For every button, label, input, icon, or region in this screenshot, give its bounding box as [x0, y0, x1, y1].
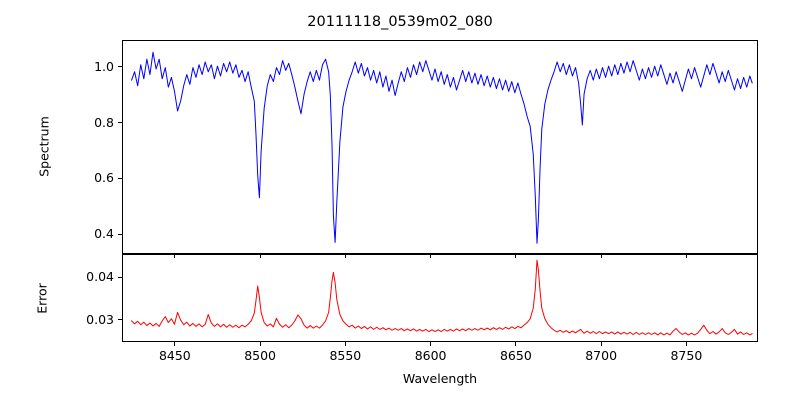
x-tick-label: 8500: [244, 348, 277, 363]
x-tick-mark-spectrum: [600, 254, 602, 258]
x-axis-label: Wavelength: [402, 371, 478, 386]
y-tick-mark-spectrum: [118, 121, 122, 124]
figure-title: 20111118_0539m02_080: [307, 14, 493, 30]
y-tick-label-spectrum: 0.8: [94, 114, 114, 130]
error-polyline: [131, 259, 753, 336]
x-tick-mark-spectrum: [174, 254, 176, 258]
y-tick-label-error: 0.04: [86, 269, 114, 285]
y-axis-label-error: Error: [34, 283, 50, 314]
y-tick-mark-error: [118, 319, 122, 321]
x-tick-mark-spectrum: [685, 254, 687, 258]
x-tick-label: 8700: [585, 348, 618, 363]
x-tick-mark-error: [430, 342, 432, 346]
error-line-series: [131, 259, 753, 336]
x-tick-mark-error: [685, 342, 687, 346]
x-tick-mark-spectrum: [430, 254, 432, 258]
y-tick-mark-error: [118, 276, 122, 278]
spectrum-line-series: [131, 51, 753, 244]
x-tick-mark-error: [515, 342, 517, 346]
x-tick-mark-error: [259, 342, 261, 346]
y-tick-mark-spectrum: [118, 233, 122, 235]
y-axis-label-spectrum: Spectrum: [36, 116, 52, 177]
y-tick-label-spectrum: 0.4: [94, 226, 114, 242]
x-tick-mark-spectrum: [344, 254, 346, 258]
spectrum-plot-area[interactable]: [122, 40, 758, 254]
y-tick-label-spectrum: 1.0: [94, 58, 114, 74]
y-tick-mark-spectrum: [118, 177, 122, 179]
y-tick-label-spectrum: 0.6: [94, 170, 114, 186]
x-tick-label: 8750: [670, 348, 703, 363]
x-tick-mark-spectrum: [259, 254, 261, 258]
x-tick-mark-error: [344, 342, 346, 346]
x-tick-label: 8600: [414, 348, 447, 363]
x-tick-mark-spectrum: [515, 254, 517, 258]
y-tick-label-error: 0.03: [86, 311, 114, 327]
x-tick-label: 8450: [158, 348, 191, 363]
x-tick-mark-error: [174, 342, 176, 346]
y-tick-mark-spectrum: [118, 66, 122, 68]
error-plot-area[interactable]: [122, 254, 758, 342]
spectrum-polyline: [131, 51, 753, 244]
x-tick-label: 8650: [499, 348, 532, 363]
x-tick-mark-error: [600, 342, 602, 346]
x-tick-label: 8550: [329, 348, 362, 363]
